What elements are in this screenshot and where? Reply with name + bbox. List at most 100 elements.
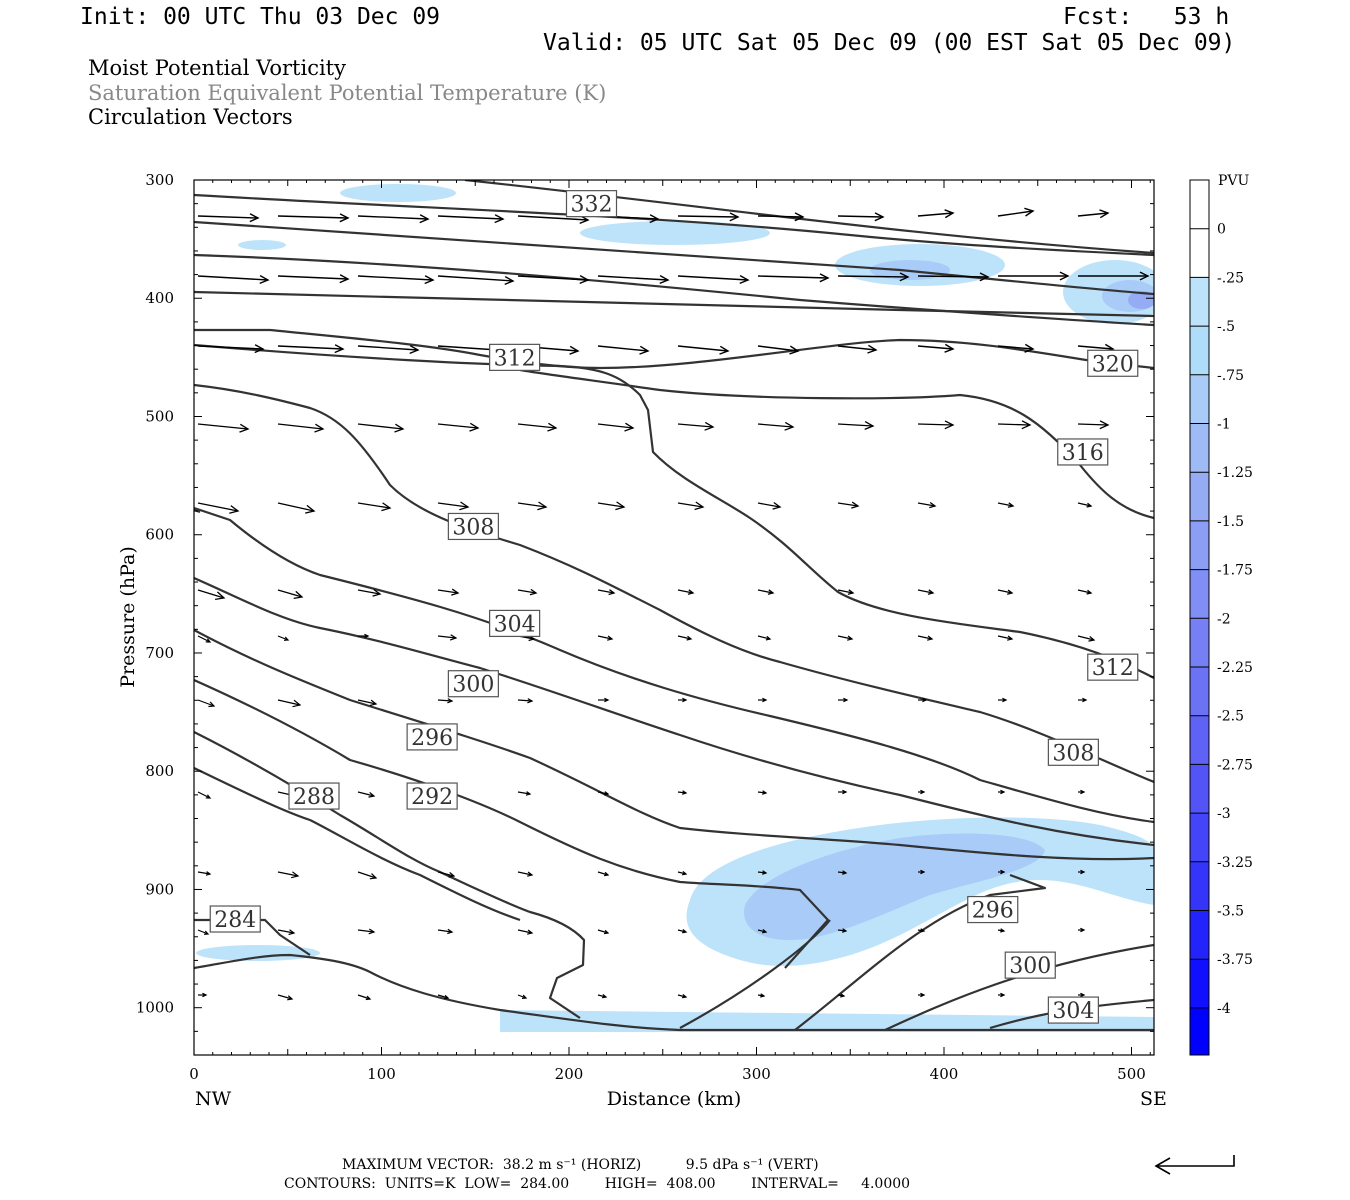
svg-text:288: 288 bbox=[293, 785, 335, 810]
circulation-vector bbox=[357, 928, 376, 935]
circulation-vector bbox=[757, 928, 768, 934]
circulation-vector bbox=[757, 589, 775, 595]
colorbar-tick-label: -2 bbox=[1217, 611, 1231, 627]
circulation-vector bbox=[437, 275, 515, 286]
circulation-vector bbox=[757, 345, 800, 355]
contour-line bbox=[194, 953, 1154, 1032]
circulation-vector bbox=[197, 791, 212, 799]
circulation-vector bbox=[677, 501, 705, 511]
colorbar-swatch bbox=[1190, 326, 1209, 376]
contour-line bbox=[194, 506, 1154, 824]
circulation-vector bbox=[998, 869, 1006, 875]
circulation-vector bbox=[917, 272, 990, 282]
circulation-vector bbox=[757, 870, 768, 875]
y-tick-label: 300 bbox=[145, 171, 174, 189]
x-tick-label: 300 bbox=[742, 1065, 771, 1083]
title-theta-es: Saturation Equivalent Potential Temperat… bbox=[88, 81, 607, 105]
x-tick-label: 100 bbox=[367, 1065, 396, 1083]
y-tick-label: 800 bbox=[145, 762, 174, 780]
svg-text:332: 332 bbox=[571, 193, 613, 218]
svg-text:312: 312 bbox=[494, 346, 536, 371]
circulation-vector bbox=[197, 635, 212, 643]
circulation-vector bbox=[998, 697, 1008, 703]
circulation-vector bbox=[837, 870, 848, 875]
contour-label: 308 bbox=[447, 512, 499, 540]
contour-label: 288 bbox=[288, 782, 340, 810]
svg-text:320: 320 bbox=[1092, 352, 1134, 377]
pv-area bbox=[238, 240, 286, 250]
circulation-vector bbox=[998, 789, 1006, 795]
circulation-vector bbox=[1078, 869, 1086, 875]
circulation-vector bbox=[198, 992, 208, 998]
circulation-vector bbox=[357, 275, 435, 285]
svg-text:292: 292 bbox=[411, 785, 453, 810]
circulation-vector bbox=[917, 343, 955, 353]
circulation-vector bbox=[917, 420, 955, 430]
circulation-vector bbox=[197, 213, 260, 223]
circulation-vector bbox=[517, 698, 534, 704]
circulation-vector bbox=[1077, 420, 1110, 430]
colorbar-tick-label: -2.5 bbox=[1217, 709, 1244, 725]
circulation-vector bbox=[357, 344, 420, 355]
contour-labels: 332 312 320 316 308 304 312 300 296 308 288 292 284 2… bbox=[209, 190, 1139, 1024]
circulation-vector bbox=[597, 929, 610, 935]
circulation-vector bbox=[277, 699, 302, 708]
init-time: Init: 00 UTC Thu 03 Dec 09 bbox=[80, 4, 441, 30]
circulation-vector bbox=[998, 271, 1070, 281]
circulation-vector bbox=[277, 502, 316, 514]
colorbar-swatch bbox=[1190, 180, 1209, 230]
circulation-vector bbox=[197, 929, 210, 935]
contour-label: 316 bbox=[1057, 438, 1109, 466]
circulation-vector bbox=[1077, 502, 1093, 508]
circulation-vector bbox=[997, 928, 1006, 933]
contour-line bbox=[194, 193, 1154, 257]
circulation-vector bbox=[277, 929, 296, 936]
circulation-vector bbox=[757, 212, 805, 222]
colorbar-swatch bbox=[1190, 423, 1209, 473]
circulation-vector bbox=[277, 274, 350, 284]
circulation-vector bbox=[997, 635, 1014, 641]
contour-label: 320 bbox=[1087, 349, 1139, 377]
circulation-vector bbox=[437, 928, 454, 935]
circulation-vector bbox=[197, 589, 226, 601]
circulation-vector bbox=[1078, 271, 1150, 281]
pv-area bbox=[580, 221, 770, 245]
circulation-vector bbox=[597, 345, 650, 355]
circulation-vector bbox=[357, 791, 376, 798]
contour-line bbox=[194, 328, 1154, 370]
circulation-vector bbox=[998, 992, 1006, 998]
circulation-vector bbox=[918, 992, 926, 998]
y-tick-label: 500 bbox=[145, 407, 174, 425]
circulation-vector bbox=[517, 994, 528, 999]
colorbar-swatch bbox=[1190, 861, 1209, 911]
circulation-vector bbox=[197, 423, 250, 433]
colorbar-tick-label: 0 bbox=[1217, 222, 1226, 238]
contour-label: 304 bbox=[489, 609, 541, 637]
circulation-vector bbox=[678, 697, 688, 703]
colorbar-swatch bbox=[1190, 813, 1209, 863]
contour-label: 312 bbox=[489, 343, 541, 371]
circulation-vector bbox=[917, 589, 935, 595]
colorbar-swatch bbox=[1190, 959, 1209, 1009]
circulation-vector bbox=[677, 790, 688, 795]
pv-colorbar: 0 -.25 -.5 -.75 -1 -1.25 -1.5 -1.75 -2 -2.25 -2.5 -… bbox=[1189, 179, 1253, 1056]
circulation-vector bbox=[197, 344, 265, 354]
contour-label: 332 bbox=[565, 190, 618, 218]
x-axis-label: Distance (km) bbox=[607, 1088, 742, 1110]
contour-line bbox=[194, 290, 1154, 318]
circulation-vector bbox=[997, 502, 1015, 508]
circulation-vector bbox=[598, 697, 610, 703]
contour-line bbox=[679, 919, 831, 1029]
pv-area bbox=[340, 184, 456, 202]
circulation-vector bbox=[517, 791, 532, 796]
colorbar-tick-label: -1.25 bbox=[1217, 465, 1253, 481]
colorbar-swatch bbox=[1190, 520, 1209, 571]
colorbar-swatch bbox=[1190, 910, 1209, 960]
y-tick-label: 1000 bbox=[136, 999, 174, 1017]
contour-line bbox=[194, 383, 1154, 784]
svg-text:308: 308 bbox=[1052, 741, 1094, 766]
colorbar-frame bbox=[1189, 179, 1210, 1056]
circulation-vectors bbox=[197, 207, 1150, 1001]
circulation-vector bbox=[277, 213, 350, 223]
